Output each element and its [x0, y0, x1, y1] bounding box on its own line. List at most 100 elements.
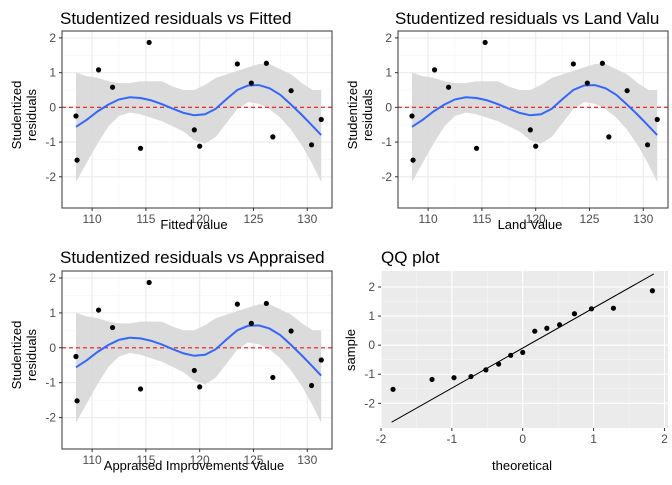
x-tick-label: 115 — [472, 212, 491, 226]
y-tick-label: -1 — [45, 135, 56, 149]
smooth-line — [411, 84, 658, 136]
data-point — [599, 60, 605, 66]
y-tick-label: 2 — [49, 271, 56, 285]
data-point — [445, 84, 452, 90]
y-axis-label: sample — [343, 329, 358, 371]
x-tick-label: 110 — [83, 453, 102, 467]
data-point — [409, 113, 415, 119]
data-point — [248, 80, 254, 86]
data-point — [263, 60, 269, 66]
data-point — [508, 352, 514, 358]
x-axis-label: Appraised Improvements Value — [104, 458, 284, 473]
data-point — [146, 279, 152, 286]
data-point — [146, 39, 152, 46]
x-tick-label: 110 — [419, 212, 438, 226]
qq-reference-line — [391, 273, 655, 423]
panel-land-value: Studentized residuals vs Land Valu 110 11… — [345, 9, 669, 232]
y-tick-label: 0 — [385, 100, 392, 114]
x-tick-label: 110 — [83, 212, 102, 226]
panel-background — [381, 271, 668, 428]
x-tick-label: 130 — [297, 453, 317, 467]
data-point — [584, 80, 590, 86]
confidence-band — [76, 304, 322, 423]
x-axis-label: Fitted value — [160, 217, 227, 232]
data-point — [654, 116, 660, 123]
x-tick-label: 0 — [519, 432, 526, 446]
x-tick-label: 125 — [579, 212, 599, 226]
confidence-band — [76, 64, 322, 182]
y-tick-label: -2 — [45, 411, 56, 425]
data-point — [429, 376, 435, 383]
plot-area: 110 115 120 125 130 -2 -1 0 1 2 — [45, 270, 333, 467]
x-tick-label: 130 — [297, 212, 317, 226]
data-point — [556, 322, 563, 328]
data-point — [318, 357, 324, 363]
panel-border — [61, 30, 333, 209]
x-tick-label: 1 — [590, 432, 597, 446]
data-point — [109, 84, 116, 90]
data-point — [390, 386, 396, 392]
data-point — [318, 116, 324, 123]
y-tick-label: -1 — [381, 135, 392, 149]
data-point — [483, 367, 489, 373]
smooth-line — [75, 324, 322, 377]
panel-qq: QQ plot -2 -1 0 1 2 -2 -1 0 1 2 theoretical sampl… — [343, 248, 668, 473]
data-point — [109, 324, 116, 331]
data-point — [73, 353, 79, 360]
data-point — [191, 127, 197, 133]
y-tick-label: 1 — [385, 66, 392, 80]
data-point — [308, 382, 315, 389]
data-point — [73, 113, 79, 119]
x-tick-label: 115 — [136, 212, 155, 226]
panel-title: Studentized residuals vs Appraised — [60, 248, 325, 267]
data-point — [610, 305, 617, 311]
x-tick-label: 120 — [190, 453, 210, 467]
panel-title: QQ plot — [381, 248, 440, 267]
data-point — [482, 39, 488, 46]
data-point — [644, 142, 651, 148]
plot-area: -2 -1 0 1 2 -2 -1 0 1 2 — [364, 271, 668, 446]
data-point — [473, 145, 480, 151]
data-point — [191, 367, 197, 374]
y-axis-label-line2: residuals — [24, 88, 39, 141]
data-point — [234, 301, 240, 307]
y-tick-label: -2 — [364, 396, 375, 410]
data-point — [263, 300, 269, 307]
x-tick-label: -1 — [447, 432, 458, 446]
y-axis-label-line1: Studentized — [9, 81, 24, 150]
data-point — [533, 143, 539, 149]
data-point — [606, 134, 612, 140]
y-tick-label: 1 — [49, 306, 56, 320]
data-point — [431, 67, 438, 73]
data-point — [588, 306, 595, 312]
x-tick-label: 120 — [190, 212, 210, 226]
y-tick-label: 0 — [368, 338, 375, 352]
data-point — [410, 157, 416, 163]
data-point — [288, 88, 294, 94]
x-tick-label: -2 — [376, 432, 387, 446]
data-point — [248, 320, 254, 326]
data-point — [270, 374, 276, 381]
x-tick-label: 120 — [526, 212, 546, 226]
plot-area: 110 115 120 125 130 -2 -1 0 1 2 — [45, 30, 333, 226]
x-tick-label: 2 — [661, 432, 668, 446]
data-point — [308, 142, 315, 148]
panel-border — [397, 30, 669, 209]
y-tick-label: -2 — [45, 170, 56, 184]
y-tick-label: 1 — [368, 309, 375, 323]
data-point — [74, 398, 80, 404]
y-axis-label-line2: residuals — [360, 88, 375, 141]
y-axis-label-line1: Studentized — [345, 81, 360, 150]
x-tick-label: 125 — [243, 212, 263, 226]
data-point — [197, 384, 203, 390]
panel-title: Studentized residuals vs Fitted — [60, 9, 292, 28]
data-point — [496, 361, 502, 367]
data-point — [270, 134, 276, 140]
data-point — [451, 375, 457, 381]
data-point — [571, 311, 578, 317]
data-point — [570, 61, 576, 67]
data-point — [95, 67, 102, 73]
y-tick-label: -1 — [45, 376, 56, 390]
y-tick-label: 2 — [385, 31, 392, 45]
